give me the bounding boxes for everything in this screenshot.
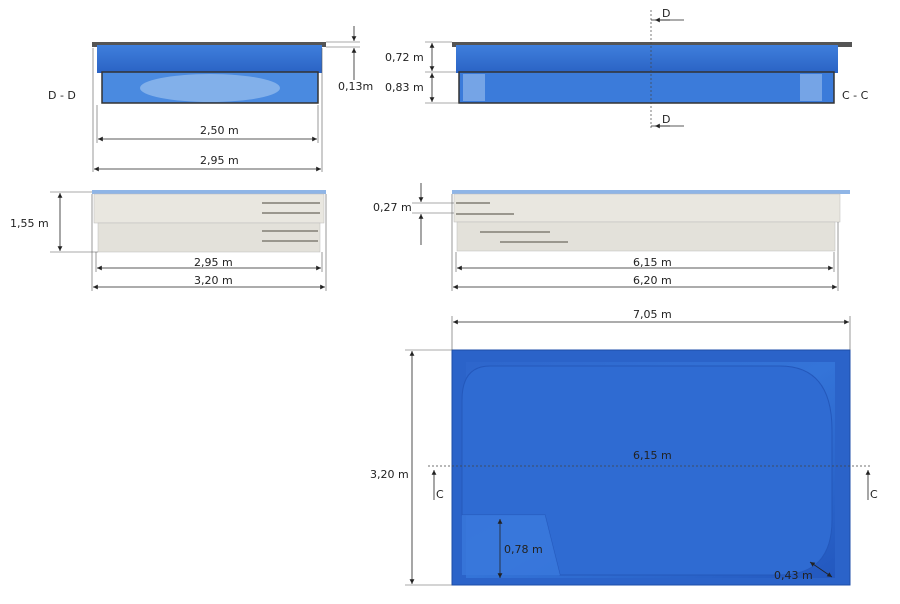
dim-outer-width-side: 3,20 m (194, 274, 233, 287)
dim-outer-length: 6,20 m (633, 274, 672, 287)
cut-marker-c-right: C (870, 488, 878, 501)
section-c-c: C - C 0,72 m 0,83 m D D (385, 7, 869, 130)
dim-inner-width-dd: 2,50 m (200, 124, 239, 137)
dim-height: 1,55 m (10, 217, 49, 230)
elevation-long: 0,27 m 6,15 m 6,20 m (373, 183, 850, 291)
plan-view: 7,05 m 3,20 m 6,15 m C C 0,78 m 0,43 m (370, 308, 878, 586)
section-c-c-label: C - C (842, 89, 869, 102)
dim-inner-length: 6,15 m (633, 256, 672, 269)
dim-step-depth: 0,78 m (504, 543, 543, 556)
elevation-side: 1,55 m 2,95 m 3,20 m (10, 190, 327, 291)
dim-step-height: 0,27 m (373, 201, 412, 214)
dim-lower-depth: 0,83 m (385, 81, 424, 94)
dim-plan-width: 3,20 m (370, 468, 409, 481)
cut-marker-c-left: C (436, 488, 444, 501)
section-d-d-label: D - D (48, 89, 76, 102)
cut-marker-d-bottom: D (662, 113, 670, 126)
dim-rim-height: 0,13m (338, 80, 373, 93)
cut-marker-d-top: D (662, 7, 670, 20)
dim-outer-width-dd: 2,95 m (200, 154, 239, 167)
dim-plan-length: 7,05 m (633, 308, 672, 321)
dim-upper-depth: 0,72 m (385, 51, 424, 64)
dim-inner-width-side: 2,95 m (194, 256, 233, 269)
section-d-d: D - D 2,50 m 2,95 m 0,13m (48, 26, 373, 172)
dim-plan-inner-length: 6,15 m (633, 449, 672, 462)
dim-corner-radius: 0,43 m (774, 569, 813, 582)
